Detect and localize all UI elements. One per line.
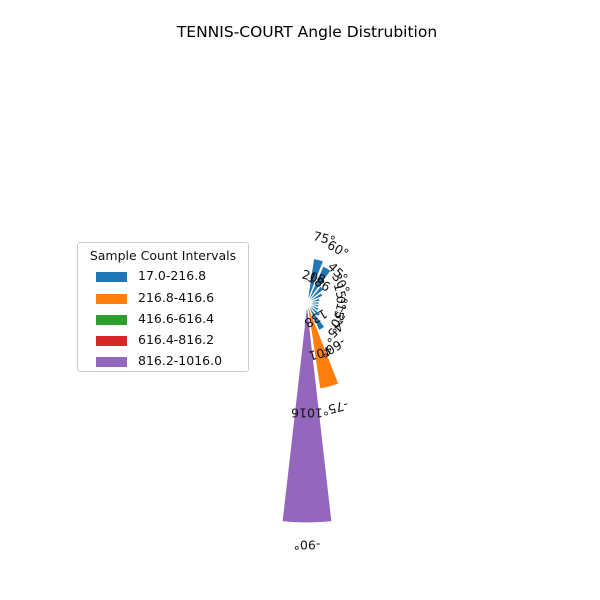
legend-swatch <box>96 336 127 346</box>
legend-label: 416.6-616.4 <box>138 311 215 326</box>
bar-value-label: 208 <box>301 267 328 288</box>
legend-swatch <box>96 294 127 304</box>
bar-value-label: 401 <box>307 343 334 364</box>
legend-label: 616.4-816.2 <box>138 332 215 347</box>
bar-value-label: 1016 <box>291 406 323 421</box>
bar--90° <box>281 302 333 524</box>
bar-30° <box>306 292 324 304</box>
bar-45° <box>306 285 325 304</box>
angle-label: 75° <box>312 228 337 248</box>
legend-swatch <box>96 272 127 282</box>
legend-label: 816.2-1016.0 <box>138 353 223 368</box>
angle-label: -75° <box>320 397 350 418</box>
bar-75° <box>306 257 325 304</box>
legend-label: 216.8-416.6 <box>138 290 215 305</box>
bar-15° <box>306 297 321 304</box>
bar--45° <box>306 302 322 318</box>
bar--60° <box>306 302 326 332</box>
legend-swatch <box>96 357 127 367</box>
bar--75° <box>306 302 340 390</box>
chart-title: TENNIS-COURT Angle Distrubition <box>176 23 437 41</box>
bars-group <box>281 257 340 524</box>
legend-label: 17.0-216.8 <box>138 268 207 283</box>
legend-swatch <box>96 315 127 325</box>
angle-label: -90° <box>294 538 321 553</box>
bar-60° <box>306 265 332 304</box>
angle-label: 15° <box>331 281 351 306</box>
legend: Sample Count Intervals 17.0-216.8 216.8-… <box>77 242 249 372</box>
angle-label: -15° <box>329 297 350 327</box>
legend-title: Sample Count Intervals <box>89 248 237 263</box>
angle-label: 0° <box>334 296 349 310</box>
